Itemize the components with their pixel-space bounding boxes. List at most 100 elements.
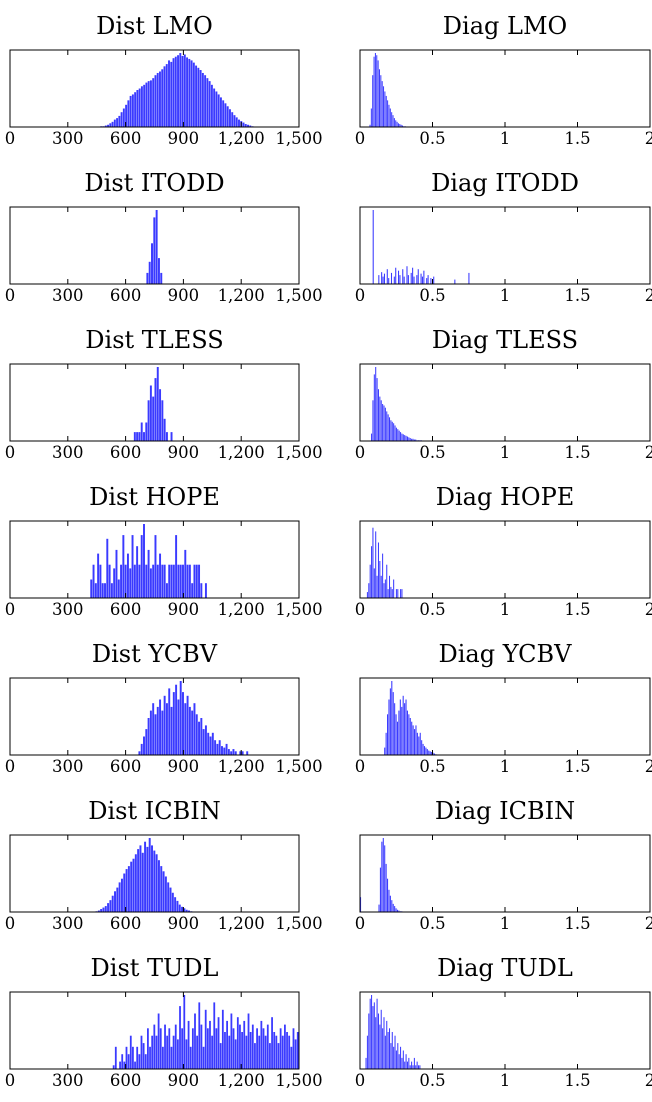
- histogram-bar: [177, 699, 180, 755]
- x-tick-label: 1,200: [218, 757, 265, 776]
- histogram-bar: [376, 55, 378, 127]
- histogram-bar: [238, 119, 240, 127]
- histogram-bar: [219, 97, 222, 127]
- histogram-chart: Dist YCBV 0 300 600 900 1,200 1,500: [5, 640, 323, 776]
- x-tick-label: 1.5: [564, 757, 590, 776]
- histogram-bar: [152, 78, 155, 127]
- histogram-bar: [140, 743, 143, 755]
- histogram-bar: [405, 435, 407, 441]
- histogram-bar: [385, 732, 387, 755]
- x-tick-label: 1.5: [564, 129, 590, 148]
- x-tick-label: 1.5: [564, 1071, 590, 1090]
- histogram-bar: [406, 710, 408, 755]
- histogram-bar: [138, 564, 141, 598]
- histogram-bar: [415, 1065, 417, 1069]
- bar-series: [366, 527, 403, 598]
- histogram-bar: [221, 746, 223, 755]
- histogram-bar: [125, 104, 128, 127]
- histogram-bar: [256, 1028, 258, 1069]
- histogram-bar: [369, 124, 371, 127]
- x-tick-label: 0.5: [419, 443, 445, 462]
- chart-title: Dist ITODD: [84, 169, 224, 197]
- histogram-bar: [191, 1028, 194, 1069]
- histogram-bar: [387, 714, 389, 755]
- histogram-bar: [139, 845, 142, 912]
- histogram-bar: [177, 55, 179, 127]
- histogram-bar: [181, 55, 184, 127]
- histogram-bar: [127, 100, 130, 127]
- histogram-bar: [241, 751, 244, 755]
- histogram-bar: [185, 909, 188, 912]
- x-tick-label: 0: [355, 600, 366, 619]
- histogram-bar: [104, 583, 106, 598]
- histogram-bar: [146, 272, 149, 284]
- histogram-bar: [136, 432, 139, 441]
- histogram-bar: [165, 64, 168, 127]
- histogram-bar: [119, 1061, 121, 1069]
- histogram-bar: [183, 908, 186, 912]
- histogram-bar: [414, 729, 416, 755]
- histogram-bar: [360, 897, 362, 912]
- histogram-bar: [193, 703, 196, 755]
- histogram-bar: [225, 743, 228, 755]
- x-tick-label: 1,500: [275, 757, 322, 776]
- histogram-bar: [186, 564, 189, 598]
- histogram-bar: [433, 753, 435, 755]
- histogram-bar: [156, 367, 159, 441]
- x-tick-label: 1: [500, 443, 511, 462]
- x-tick-label: 2: [645, 914, 652, 933]
- chart-panel-diag-tudl: Diag TUDL 0 0.5 1 1.5 2: [326, 942, 652, 1099]
- histogram-bar: [266, 1024, 269, 1069]
- x-tick-label: 1,500: [275, 129, 322, 148]
- histogram-bar: [396, 909, 399, 912]
- histogram-bar: [118, 115, 121, 127]
- histogram-bar: [193, 564, 196, 598]
- histogram-bar: [397, 1043, 399, 1069]
- histogram-bar: [154, 75, 157, 127]
- chart-panel-diag-icbin: Diag ICBIN 0 0.5 1 1.5 2: [326, 785, 652, 942]
- histogram-bar: [206, 78, 209, 127]
- histogram-bar: [384, 747, 386, 755]
- histogram-bar: [372, 1006, 374, 1069]
- bar-series: [112, 995, 299, 1069]
- histogram-bar: [133, 564, 136, 598]
- histogram-bar: [378, 69, 380, 127]
- chart-title: Diag LMO: [443, 12, 567, 40]
- histogram-bar: [178, 904, 181, 912]
- histogram-bar: [388, 699, 390, 755]
- histogram-bar: [159, 71, 161, 127]
- histogram-bar: [292, 1028, 295, 1069]
- histogram-bar: [189, 1046, 192, 1069]
- histogram-bar: [418, 1065, 420, 1069]
- histogram-bar: [380, 400, 382, 441]
- histogram-bar: [154, 378, 157, 441]
- histogram-bar: [369, 564, 371, 598]
- x-tick-label: 0: [355, 1071, 366, 1090]
- histogram-bar: [239, 1024, 241, 1069]
- chart-title: Diag YCBV: [439, 640, 573, 668]
- histogram-bar: [409, 1065, 411, 1069]
- histogram-bar: [428, 750, 430, 755]
- x-tick-label: 1: [500, 1071, 511, 1090]
- x-tick-label: 600: [110, 129, 142, 148]
- histogram-bar: [380, 575, 382, 598]
- histogram-bar: [161, 69, 164, 127]
- bar-series: [146, 210, 163, 284]
- histogram-bar: [412, 267, 414, 284]
- bar-series: [369, 53, 406, 128]
- histogram-bar: [373, 568, 375, 598]
- x-tick-label: 1.5: [564, 286, 590, 305]
- histogram-bar: [159, 389, 162, 441]
- histogram-bar: [454, 279, 456, 284]
- histogram-bar: [419, 732, 421, 755]
- histogram-bar: [123, 1061, 126, 1069]
- histogram-bar: [97, 910, 100, 912]
- histogram-bar: [249, 1032, 252, 1069]
- histogram-bar: [211, 1035, 214, 1069]
- histogram-bar: [383, 1017, 385, 1069]
- histogram-bar: [386, 411, 388, 441]
- x-tick-label: 2: [645, 286, 652, 305]
- histogram-bar: [400, 1046, 402, 1069]
- histogram-bar: [120, 878, 123, 912]
- histogram-bar: [413, 1057, 415, 1069]
